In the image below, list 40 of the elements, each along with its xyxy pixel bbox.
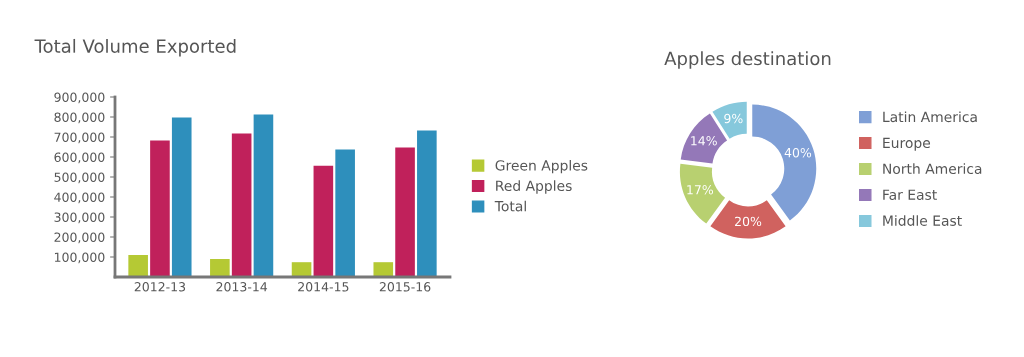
x-tick-label: 2013-14: [216, 282, 268, 292]
data-label: 17%: [687, 185, 714, 195]
legend-label: Red Apples: [496, 180, 572, 194]
chart-title: Total Volume Exported: [34, 38, 236, 57]
bar: [150, 140, 170, 277]
bar: [373, 262, 394, 277]
y-tick-label: 700,000: [54, 132, 105, 144]
bar: [253, 114, 274, 277]
bar: [210, 259, 230, 277]
y-tick-label: 900,000: [54, 92, 105, 104]
legend-label: Middle East: [883, 215, 962, 226]
y-tick-label: 400,000: [54, 192, 105, 204]
legend-label: North America: [883, 163, 982, 175]
bar: [417, 130, 437, 277]
legend-label: Total: [494, 200, 526, 212]
bar: [291, 262, 312, 277]
y-tick-label: 500,000: [54, 172, 105, 184]
legend-label: Green Apples: [495, 159, 588, 174]
data-label: 9%: [724, 113, 743, 124]
legend-label: Far East: [883, 189, 937, 200]
bar: [335, 149, 355, 277]
x-tick-label: 2015-16: [379, 282, 431, 292]
y-tick-label: 100,000: [54, 252, 105, 264]
data-label: 40%: [784, 147, 812, 158]
data-label: 14%: [691, 136, 717, 146]
chart-title: Apples destination: [664, 51, 831, 69]
bar: [128, 255, 148, 277]
legend-label: Latin America: [883, 111, 977, 123]
y-tick-label: 200,000: [54, 232, 105, 244]
bar: [171, 117, 192, 277]
x-tick-label: 2012-13: [134, 282, 186, 292]
x-tick-label: 2014-15: [298, 282, 349, 292]
y-tick-label: 300,000: [54, 212, 105, 224]
y-tick-label: 800,000: [54, 112, 105, 124]
legend-label: Europe: [883, 137, 931, 151]
y-tick-label: 600,000: [54, 152, 105, 164]
data-label: 20%: [735, 216, 762, 227]
bar: [231, 133, 252, 277]
bar: [313, 165, 334, 277]
bar: [395, 147, 415, 277]
